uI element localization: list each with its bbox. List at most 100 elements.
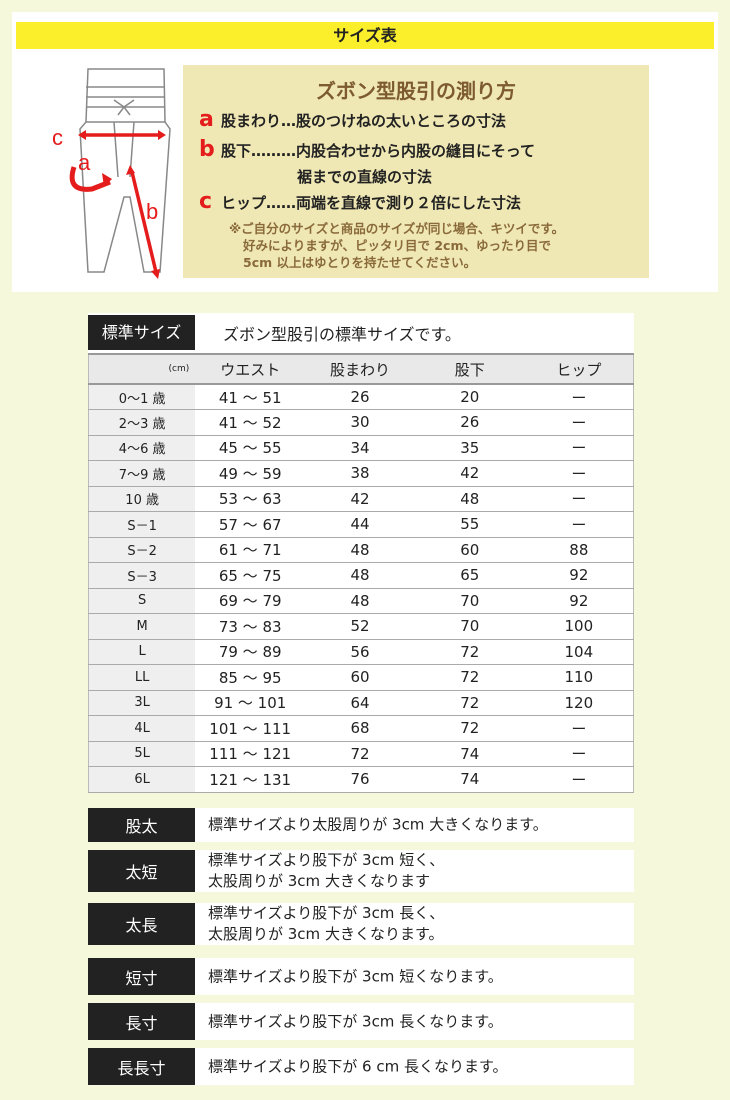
- table-cell: 72: [414, 664, 525, 691]
- label-b: b: [146, 199, 158, 224]
- table-cell: S－3: [88, 562, 196, 589]
- table-row: S－2 61 ～ 71 48 60 88: [88, 537, 634, 563]
- table-cell: 64: [305, 690, 415, 716]
- variant-desc-line: 標準サイズより股下が 3cm 短くなります。: [208, 967, 503, 985]
- table-cell: 42: [414, 460, 525, 487]
- table-cell: 2～3 歳: [88, 409, 196, 436]
- table-cell: 100: [524, 613, 634, 640]
- column-header: 股下: [414, 353, 525, 385]
- variant-desc: 標準サイズより股下が 3cm 長く、 太股周りが 3cm 大きくなります。: [208, 903, 444, 945]
- table-row: S－1 57 ～ 67 44 55 ー: [88, 511, 634, 538]
- table-cell: 76: [305, 766, 415, 793]
- variant-desc-line: 標準サイズより股下が 3cm 長くなります。: [208, 1012, 503, 1030]
- table-cell: 4L: [88, 715, 196, 742]
- variant-label: 短寸: [88, 958, 195, 995]
- table-cell: 5L: [88, 741, 196, 767]
- table-cell: 26: [305, 384, 415, 410]
- variant-desc: 標準サイズより太股周りが 3cm 大きくなります。: [208, 815, 548, 836]
- fit-note: ※ご自分のサイズと商品のサイズが同じ場合、キツイです。 好みによりますが、ピッタ…: [229, 221, 565, 270]
- variant-desc-line: 標準サイズより股下が 3cm 長く、: [208, 904, 445, 922]
- table-cell: ー: [524, 766, 634, 793]
- table-row: 10 歳 53 ～ 63 42 48 ー: [88, 486, 634, 512]
- table-cell: 70: [414, 588, 525, 614]
- table-row: 4～6 歳 45 ～ 55 34 35 ー: [88, 435, 634, 461]
- table-cell: 65 ～ 75: [195, 562, 306, 589]
- table-cell: ー: [524, 384, 634, 410]
- table-row: M 73 ～ 83 52 70 100: [88, 613, 634, 640]
- table-cell: 72: [414, 690, 525, 716]
- table-cell: 56: [305, 639, 415, 665]
- variant-label: 太長: [88, 903, 195, 945]
- variant-label: 長寸: [88, 1003, 195, 1040]
- table-cell: ー: [524, 460, 634, 487]
- label-a: a: [78, 150, 91, 175]
- guide-item-b: b 股下………内股合わせから内股の縫目にそって 裾までの直線の寸法: [199, 137, 535, 186]
- table-cell: L: [88, 639, 196, 665]
- table-cell: ー: [524, 511, 634, 538]
- table-cell: 73 ～ 83: [195, 613, 306, 640]
- table-cell: 68: [305, 715, 415, 742]
- table-cell: ー: [524, 409, 634, 436]
- table-cell: 60: [305, 664, 415, 691]
- column-header: (cm): [88, 353, 196, 385]
- table-cell: 69 ～ 79: [195, 588, 306, 614]
- table-cell: 0～1 歳: [88, 384, 196, 410]
- table-cell: 72: [414, 639, 525, 665]
- variant-row: 太長 標準サイズより股下が 3cm 長く、 太股周りが 3cm 大きくなります。: [88, 903, 634, 945]
- table-cell: 92: [524, 588, 634, 614]
- column-header: 股まわり: [305, 353, 415, 385]
- table-cell: 10 歳: [88, 486, 196, 512]
- table-cell: 7～9 歳: [88, 460, 196, 487]
- table-cell: 48: [414, 486, 525, 512]
- table-cell: 57 ～ 67: [195, 511, 306, 538]
- table-row: 3L 91 ～ 101 64 72 120: [88, 690, 634, 716]
- table-cell: 20: [414, 384, 525, 410]
- pants-diagram: c a b: [52, 68, 171, 279]
- table-cell: 45 ～ 55: [195, 435, 306, 461]
- table-row: S－3 65 ～ 75 48 65 92: [88, 562, 634, 589]
- table-cell: 74: [414, 741, 525, 767]
- guide-item-a: a 股まわり…股のつけねの太いところの寸法: [199, 107, 507, 132]
- guide-heading: ズボン型股引の測り方: [316, 79, 516, 103]
- table-cell: 48: [305, 562, 415, 589]
- table-cell: 121 ～ 131: [195, 766, 306, 793]
- table-cell: 92: [524, 562, 634, 589]
- variant-desc-line: 標準サイズより股下が 6 cm 長くなります。: [208, 1057, 508, 1075]
- measurement-guide: ズボン型股引の測り方 a 股まわり…股のつけねの太いところの寸法 b 股下………内股…: [183, 65, 649, 278]
- table-row: 2～3 歳 41 ～ 52 30 26 ー: [88, 409, 634, 436]
- table-row: LL 85 ～ 95 60 72 110: [88, 664, 634, 691]
- standard-size-table: 標準サイズ ズボン型股引の標準サイズです。 (cm) ウエスト 股まわり 股下 ヒップ …: [88, 313, 634, 793]
- column-header: ウエスト: [195, 353, 306, 385]
- variant-row: 股太 標準サイズより太股周りが 3cm 大きくなります。: [88, 808, 634, 842]
- variant-label: 太短: [88, 850, 195, 892]
- table-cell: 110: [524, 664, 634, 691]
- standard-size-desc: ズボン型股引の標準サイズです。: [223, 325, 461, 344]
- table-cell: 79 ～ 89: [195, 639, 306, 665]
- variant-desc: 標準サイズより股下が 6 cm 長くなります。: [208, 1056, 507, 1077]
- variant-desc: 標準サイズより股下が 3cm 長くなります。: [208, 1011, 503, 1032]
- table-cell: 48: [305, 588, 415, 614]
- table-cell: 85 ～ 95: [195, 664, 306, 691]
- variant-row: 長寸 標準サイズより股下が 3cm 長くなります。: [88, 1003, 634, 1040]
- variant-desc: 標準サイズより股下が 3cm 短くなります。: [208, 966, 503, 987]
- table-row: 0～1 歳 41 ～ 51 26 20 ー: [88, 384, 634, 410]
- table-cell: 120: [524, 690, 634, 716]
- table-cell: 61 ～ 71: [195, 537, 306, 563]
- table-cell: ー: [524, 486, 634, 512]
- measurement-panel: サイズ表 c a b ズボン型股引の測り方 a 股まわり…股のつけねの太いところの…: [12, 12, 718, 292]
- table-cell: ー: [524, 435, 634, 461]
- table-cell: 52: [305, 613, 415, 640]
- table-cell: LL: [88, 664, 196, 691]
- table-cell: 101 ～ 111: [195, 715, 306, 742]
- table-cell: 104: [524, 639, 634, 665]
- table-cell: 72: [414, 715, 525, 742]
- variant-label: 長長寸: [88, 1048, 195, 1085]
- table-row: 4L 101 ～ 111 68 72 ー: [88, 715, 634, 742]
- table-cell: 72: [305, 741, 415, 767]
- table-cell: 111 ～ 121: [195, 741, 306, 767]
- table-cell: 60: [414, 537, 525, 563]
- variant-desc: 標準サイズより股下が 3cm 短く、 太股周りが 3cm 大きくなります: [208, 850, 444, 892]
- table-cell: 41 ～ 51: [195, 384, 306, 410]
- table-cell: ー: [524, 741, 634, 767]
- variant-desc-line: 標準サイズより股下が 3cm 短く、: [208, 851, 445, 869]
